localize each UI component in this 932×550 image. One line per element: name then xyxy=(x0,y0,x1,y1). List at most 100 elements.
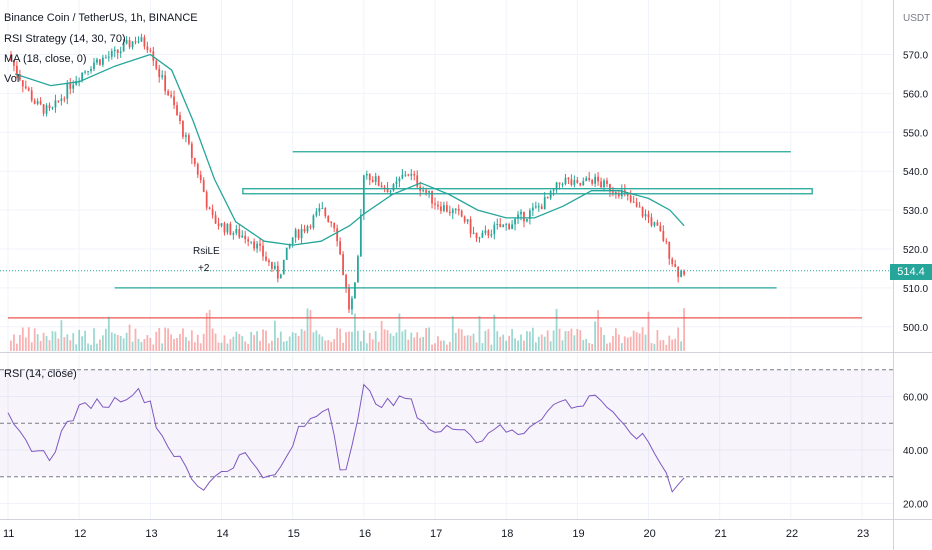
volume-bar xyxy=(425,328,427,351)
volume-bar xyxy=(662,339,665,351)
candle xyxy=(57,100,60,102)
candle xyxy=(101,57,104,65)
volume-bar xyxy=(336,327,339,351)
candle xyxy=(99,59,101,65)
candle xyxy=(472,232,475,234)
volume-bar xyxy=(152,344,155,351)
volume-bar xyxy=(179,334,181,351)
candle xyxy=(499,224,502,228)
rsi-axis[interactable]: 60.00 40.00 20.00 xyxy=(903,393,928,511)
volume-bar xyxy=(208,309,211,351)
volume-bar xyxy=(537,336,540,351)
volume-bar xyxy=(288,336,291,351)
time-tick-label: 15 xyxy=(288,528,300,540)
candle xyxy=(612,191,614,193)
candle xyxy=(609,183,611,192)
candle xyxy=(502,224,505,228)
volume-bar xyxy=(603,334,605,351)
candle xyxy=(96,59,98,63)
candle xyxy=(238,229,241,238)
candle xyxy=(653,222,656,226)
volume-bar xyxy=(490,344,493,351)
candle xyxy=(537,206,540,208)
candle xyxy=(122,43,125,52)
volume-legend[interactable]: Vol xyxy=(4,73,20,85)
volume-bar xyxy=(440,340,442,351)
volume-bar xyxy=(199,343,202,351)
price-tick-label: 560.0 xyxy=(903,89,928,100)
volume-bar xyxy=(321,336,324,351)
volume-bar xyxy=(445,344,448,351)
volume-bar xyxy=(638,333,641,351)
volume-bar xyxy=(484,330,487,351)
candle xyxy=(179,115,181,122)
candle xyxy=(481,232,484,238)
volume-bar xyxy=(327,340,330,351)
volume-bar xyxy=(282,341,285,351)
volume-bar xyxy=(567,331,570,351)
volume-bar xyxy=(72,333,75,351)
candle xyxy=(214,215,217,224)
candle xyxy=(104,57,107,59)
candle xyxy=(220,223,223,226)
candle xyxy=(182,121,184,137)
candle xyxy=(187,135,190,144)
volume-bar xyxy=(300,328,303,351)
currency-label: USDT xyxy=(903,13,930,24)
price-pane[interactable] xyxy=(0,33,893,319)
volume-bar xyxy=(339,328,342,351)
candle xyxy=(205,192,208,208)
volume-bar xyxy=(404,329,407,351)
volume-bar xyxy=(475,342,478,351)
volume-bar xyxy=(526,331,528,351)
candle xyxy=(72,84,75,89)
candle xyxy=(493,224,496,235)
strategy-legend[interactable]: RSI Strategy (14, 30, 70) xyxy=(4,33,126,45)
volume-bar xyxy=(683,308,685,351)
time-tick-label: 17 xyxy=(430,528,442,540)
volume-bar xyxy=(99,339,101,351)
candle xyxy=(561,183,564,185)
volume-bar xyxy=(398,313,401,351)
candle xyxy=(300,229,303,239)
candle xyxy=(202,180,205,193)
volume-bar xyxy=(671,339,674,351)
volume-bar xyxy=(318,334,321,351)
candle xyxy=(256,243,258,249)
volume-bar xyxy=(119,335,122,351)
volume-bar xyxy=(330,341,333,351)
ma-legend[interactable]: MA (18, close, 0) xyxy=(4,53,87,65)
candle xyxy=(600,181,602,188)
candle xyxy=(368,173,371,181)
rsi-pane[interactable] xyxy=(0,369,893,493)
candle xyxy=(546,197,549,199)
candle xyxy=(235,229,238,234)
symbol-title[interactable]: Binance Coin / TetherUS, 1h, BINANCE xyxy=(4,12,198,24)
candle xyxy=(531,207,534,211)
volume-bar xyxy=(238,333,241,351)
price-axis[interactable]: 570.0 560.0 550.0 540.0 530.0 520.0 510.0 500.0 xyxy=(903,51,928,334)
volume-bar xyxy=(235,331,238,351)
candle xyxy=(60,98,63,101)
candle xyxy=(345,274,347,289)
candle xyxy=(125,40,128,44)
volume-bar xyxy=(534,342,537,351)
volume-bar xyxy=(134,328,137,351)
volume-bar xyxy=(193,342,196,351)
candle xyxy=(327,216,330,222)
candle xyxy=(90,69,92,72)
volume-bar xyxy=(496,331,499,351)
candle xyxy=(552,189,555,191)
time-axis[interactable]: 11 12 13 14 15 16 17 18 19 20 21 22 23 xyxy=(3,528,869,540)
candle xyxy=(351,298,353,310)
volume-bar xyxy=(211,328,214,351)
signal-label: RsiLE xyxy=(193,246,220,257)
rsi-legend[interactable]: RSI (14, close) xyxy=(4,368,77,380)
volume-bar xyxy=(229,339,232,351)
candle xyxy=(662,230,665,241)
volume-bar xyxy=(359,341,362,351)
candle xyxy=(588,177,591,181)
candle xyxy=(431,190,433,204)
volume-bar xyxy=(107,316,110,351)
